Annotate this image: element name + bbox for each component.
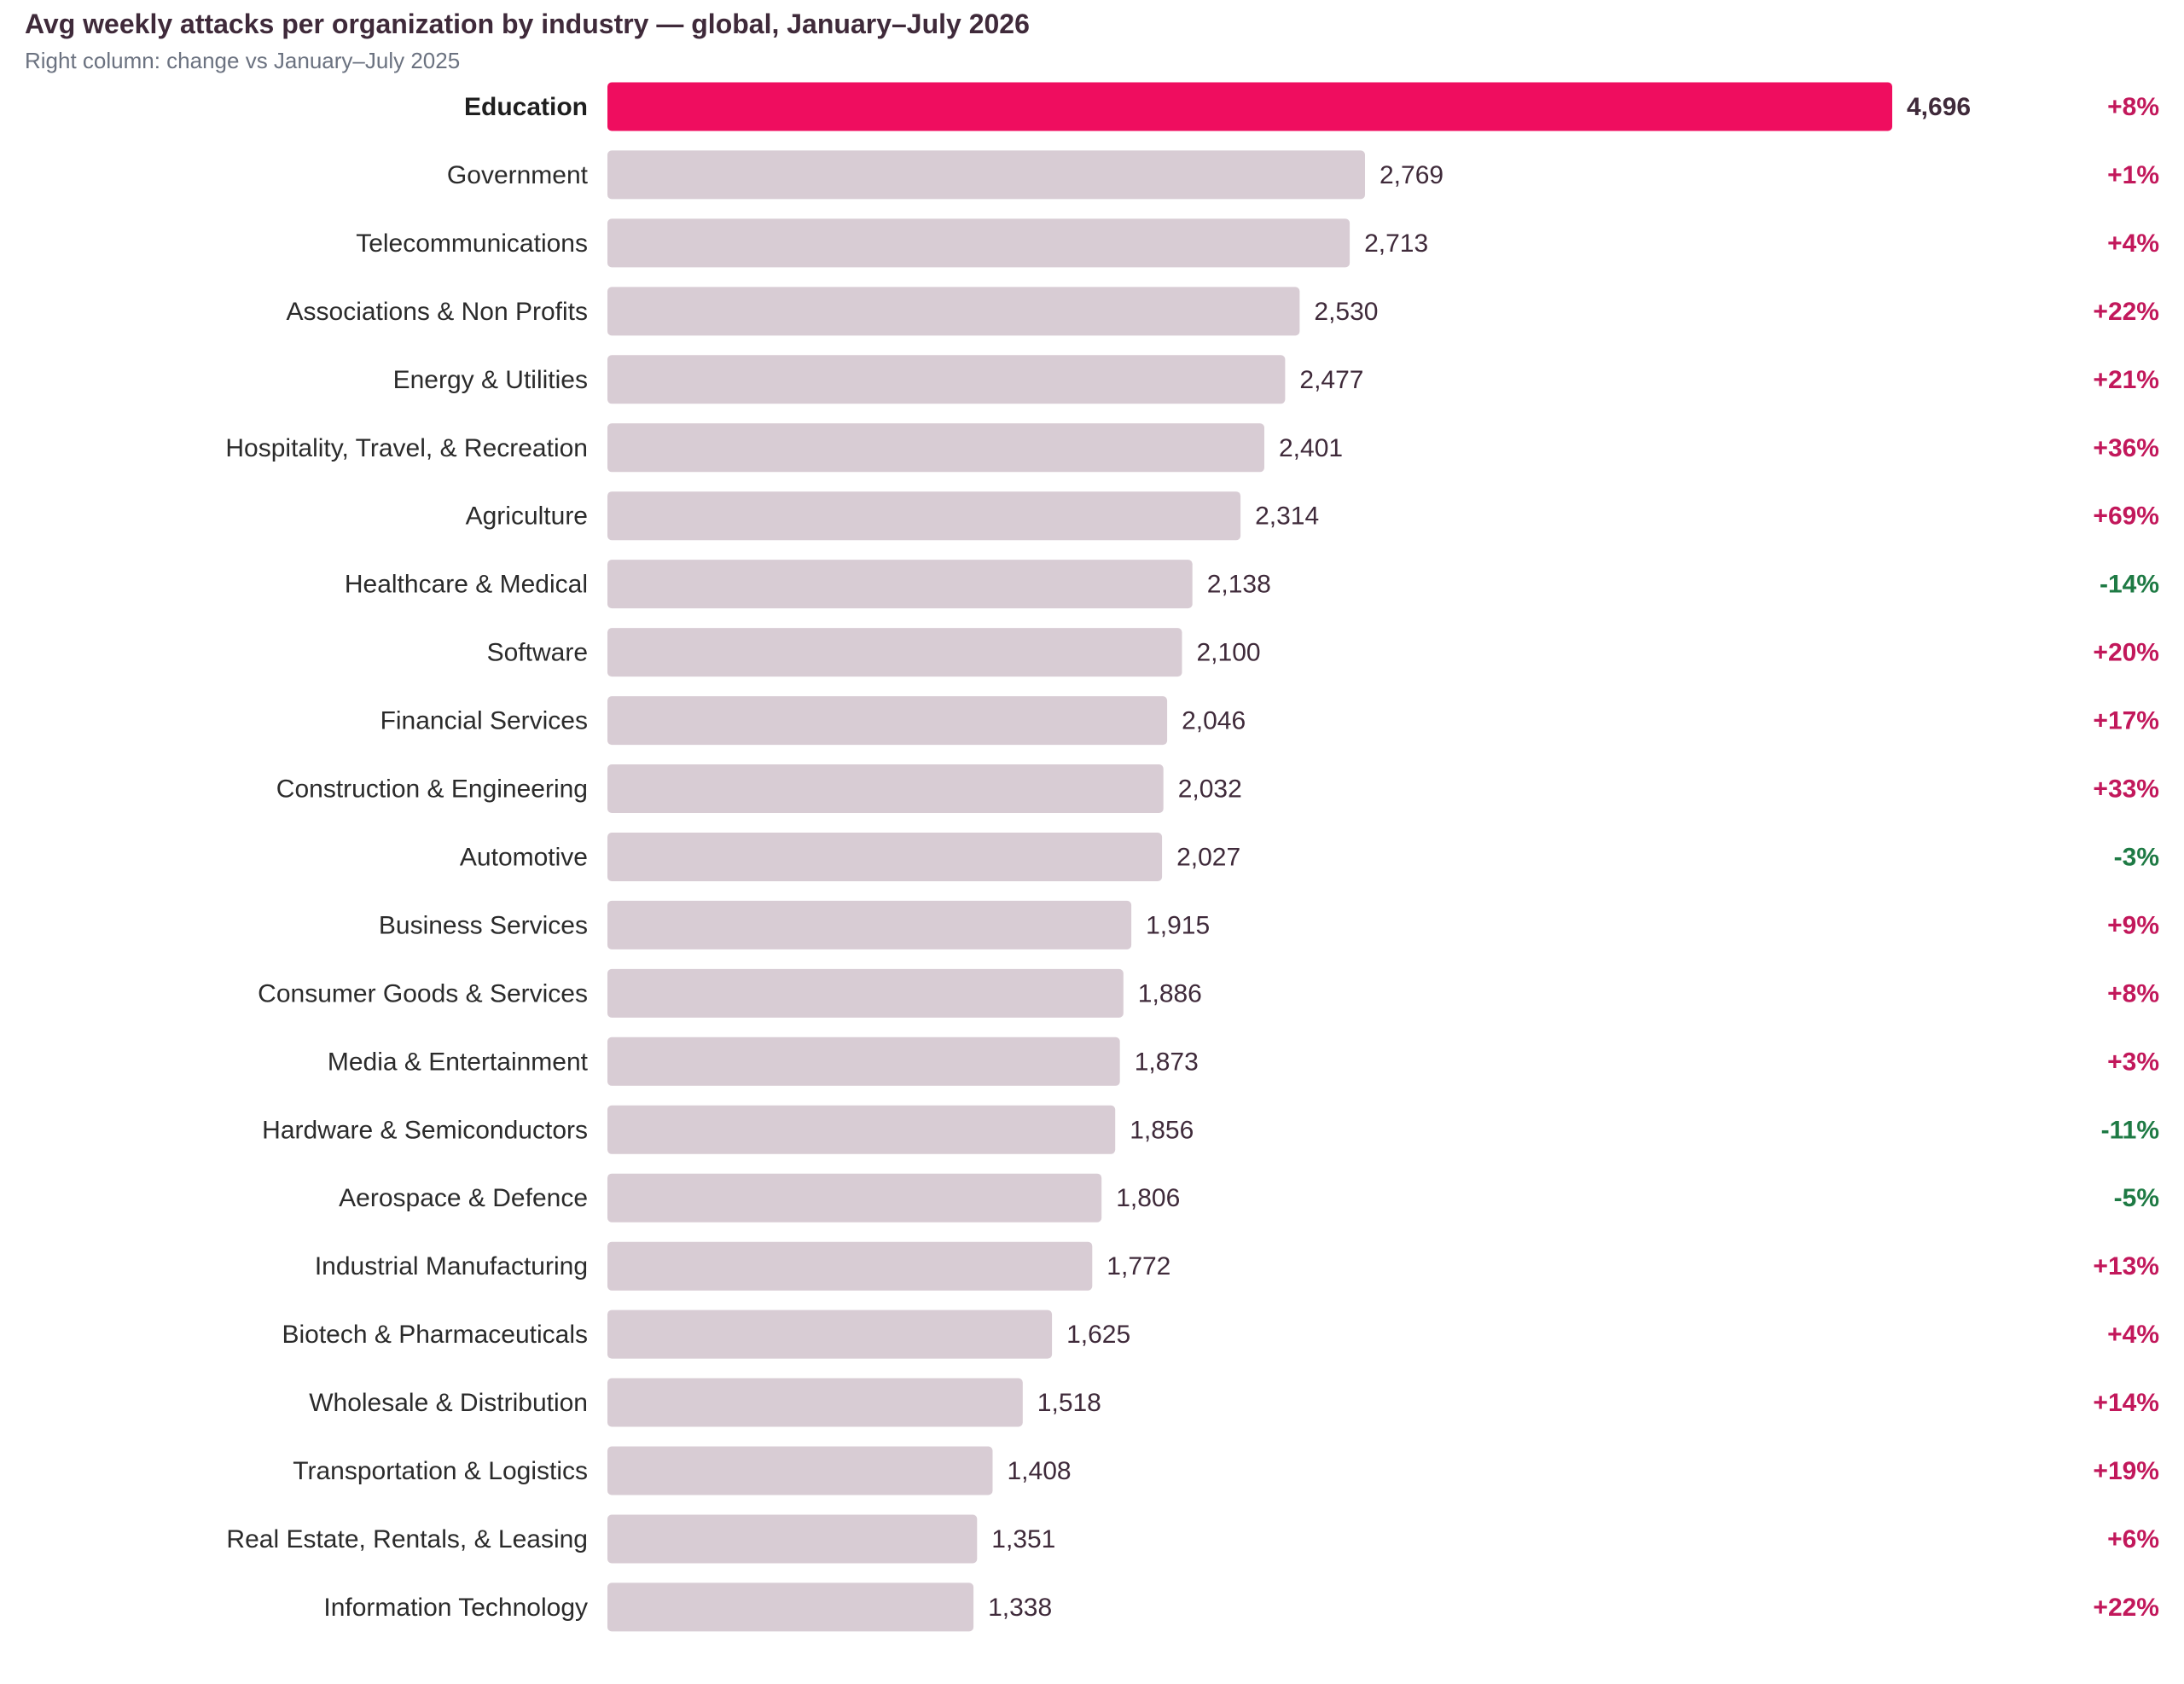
bar-financial-services <box>607 696 1168 746</box>
value-label: 2,530 <box>1314 298 1378 326</box>
value-label: 1,806 <box>1116 1184 1180 1212</box>
category-label: Government <box>447 161 589 189</box>
value-label: 2,032 <box>1178 775 1242 804</box>
value-label: 2,027 <box>1176 844 1240 872</box>
bar-construction-engineering <box>607 764 1164 813</box>
change-label: +8% <box>2107 979 2159 1007</box>
value-label: 1,886 <box>1138 979 1202 1007</box>
change-label: -11% <box>2101 1116 2159 1144</box>
category-label: Automotive <box>460 844 588 872</box>
bar-software <box>607 628 1182 677</box>
value-label: 1,772 <box>1107 1252 1170 1280</box>
category-label: Education <box>464 93 588 121</box>
category-label: Agriculture <box>466 502 588 531</box>
bar-industrial-manufacturing <box>607 1241 1093 1291</box>
value-label: 1,338 <box>988 1594 1052 1622</box>
bar-energy-utilities <box>607 355 1286 404</box>
bar-aerospace-defence <box>607 1173 1102 1222</box>
bar-biotech-pharmaceuticals <box>607 1309 1053 1359</box>
value-label: 2,046 <box>1182 707 1246 735</box>
bar-consumer-goods-services <box>607 968 1124 1018</box>
labels-layer: Education 4,696 +8% Government 2,769 +1% Telec… <box>225 93 2159 1622</box>
value-label: 1,873 <box>1135 1048 1199 1076</box>
change-label: -3% <box>2114 844 2159 872</box>
change-label: +17% <box>2093 707 2159 735</box>
value-label: 4,696 <box>1907 93 1971 121</box>
change-label: +6% <box>2107 1525 2159 1553</box>
category-label: Biotech & Pharmaceuticals <box>282 1321 588 1349</box>
value-label: 2,477 <box>1299 366 1363 394</box>
bar-hospitality-travel-recreation <box>607 423 1264 473</box>
change-label: +69% <box>2093 502 2159 531</box>
value-label: 2,138 <box>1207 571 1271 599</box>
category-label: Telecommunications <box>356 229 588 258</box>
change-label: +22% <box>2093 298 2159 326</box>
category-label: Wholesale & Distribution <box>309 1389 588 1417</box>
category-label: Industrial Manufacturing <box>315 1252 588 1280</box>
change-label: +9% <box>2107 911 2159 939</box>
change-label: +8% <box>2107 93 2159 121</box>
change-label: +21% <box>2093 366 2159 394</box>
value-label: 2,401 <box>1279 434 1343 462</box>
change-label: +1% <box>2107 161 2159 189</box>
bar-wholesale-distribution <box>607 1378 1023 1427</box>
value-label: 1,915 <box>1146 911 1210 939</box>
value-label: 1,518 <box>1037 1389 1101 1417</box>
value-label: 2,713 <box>1364 229 1428 258</box>
change-label: +3% <box>2107 1048 2159 1076</box>
value-label: 2,314 <box>1255 502 1319 531</box>
bar-healthcare-medical <box>607 560 1193 609</box>
bar-agriculture <box>607 491 1241 541</box>
chart-subtitle: Right column: change vs January–July 202… <box>25 48 461 73</box>
category-label: Construction & Engineering <box>276 775 588 804</box>
bars-layer <box>607 82 1892 1632</box>
change-label: +20% <box>2093 639 2159 667</box>
bar-information-technology <box>607 1582 974 1632</box>
category-label: Aerospace & Defence <box>339 1184 588 1212</box>
change-label: +4% <box>2107 1321 2159 1349</box>
value-label: 1,351 <box>991 1525 1055 1553</box>
change-label: +4% <box>2107 229 2159 258</box>
bar-associations-non-profits <box>607 287 1300 336</box>
value-label: 2,100 <box>1197 639 1261 667</box>
change-label: +13% <box>2093 1252 2159 1280</box>
category-label: Software <box>487 639 588 667</box>
change-label: +14% <box>2093 1389 2159 1417</box>
category-label: Energy & Utilities <box>393 366 588 394</box>
bar-automotive <box>607 833 1163 881</box>
category-label: Healthcare & Medical <box>345 571 588 599</box>
value-label: 2,769 <box>1380 161 1443 189</box>
change-label: +33% <box>2093 775 2159 804</box>
category-label: Transportation & Logistics <box>293 1457 588 1485</box>
bar-business-services <box>607 900 1132 949</box>
change-label: +19% <box>2093 1457 2159 1485</box>
category-label: Media & Entertainment <box>328 1048 589 1076</box>
category-label: Financial Services <box>380 707 588 735</box>
value-label: 1,856 <box>1130 1116 1194 1144</box>
bar-real-estate-rentals-leasing <box>607 1514 978 1564</box>
bar-education <box>607 82 1892 131</box>
value-label: 1,625 <box>1066 1321 1130 1349</box>
chart-title: Avg weekly attacks per organization by i… <box>25 9 1030 39</box>
category-label: Real Estate, Rentals, & Leasing <box>226 1525 588 1553</box>
category-label: Business Services <box>379 911 588 939</box>
value-label: 1,408 <box>1008 1457 1072 1485</box>
change-label: +22% <box>2093 1594 2159 1622</box>
change-label: -5% <box>2114 1184 2159 1212</box>
bar-transportation-logistics <box>607 1446 993 1495</box>
category-label: Information Technology <box>323 1594 588 1622</box>
category-label: Consumer Goods & Services <box>258 979 588 1007</box>
bar-government <box>607 150 1365 200</box>
category-label: Associations & Non Profits <box>287 298 588 326</box>
bar-telecommunications <box>607 218 1350 268</box>
change-label: +36% <box>2093 434 2159 462</box>
category-label: Hardware & Semiconductors <box>262 1116 588 1144</box>
category-label: Hospitality, Travel, & Recreation <box>225 434 588 462</box>
bar-hardware-semiconductors <box>607 1105 1116 1154</box>
bar-media-entertainment <box>607 1037 1120 1086</box>
change-label: -14% <box>2100 571 2159 599</box>
